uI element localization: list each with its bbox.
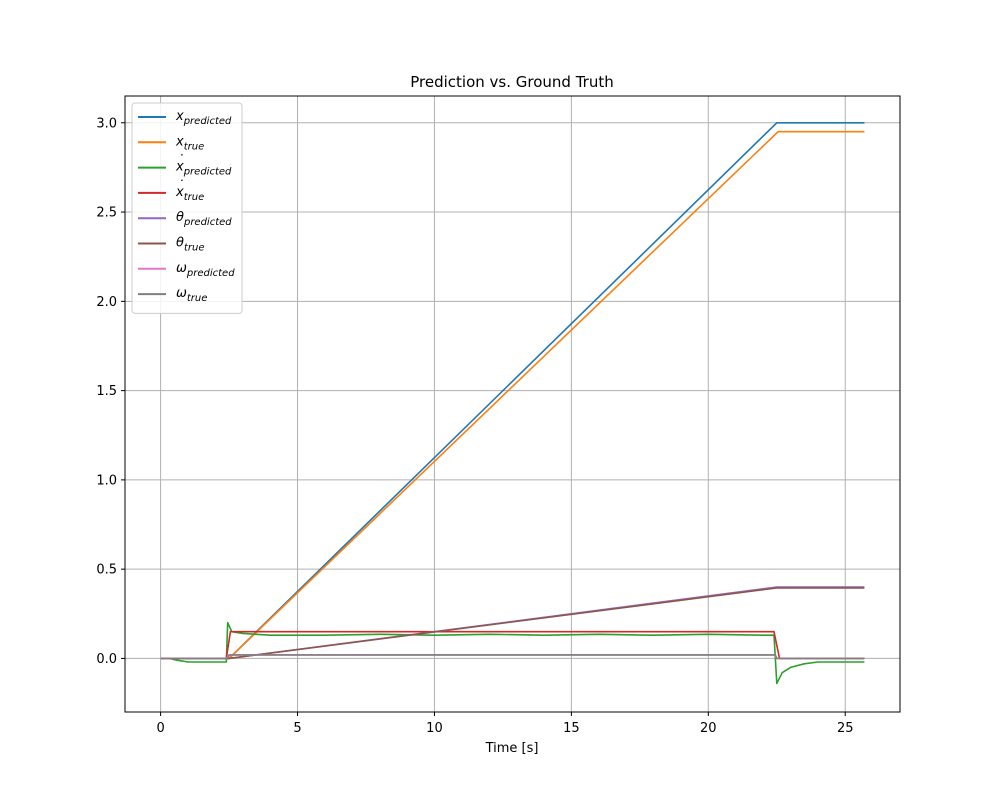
legend-entry-theta_true: θtrue [176, 236, 205, 254]
legend-symbol: x [175, 134, 184, 149]
y-tick-label: 3.0 [96, 116, 117, 131]
legend-entry-x_predicted: xpredicted [175, 109, 232, 127]
x-tick-label: 20 [700, 721, 717, 736]
legend-subscript: true [184, 141, 205, 152]
x-tick-label: 5 [293, 721, 301, 736]
y-tick-label: 2.5 [96, 206, 117, 221]
legend-subscript: true [184, 192, 205, 203]
x-tick-label: 25 [837, 721, 854, 736]
legend-symbol: ω [176, 261, 187, 276]
y-tick-label: 0.5 [96, 563, 117, 578]
legend-symbol: θ [176, 236, 184, 251]
legend-subscript: predicted [183, 217, 232, 228]
plot-frame [124, 95, 901, 713]
series-line-xdot_predicted [160, 621, 865, 685]
legend-symbol: θ [176, 210, 184, 225]
legend-symbol: x [175, 109, 184, 124]
series-line-omega_true [160, 654, 865, 660]
chart-title: Prediction vs. Ground Truth [410, 73, 613, 91]
y-tick-label: 2.0 [96, 295, 117, 310]
legend-subscript: predicted [183, 167, 232, 178]
legend-symbol: x [175, 185, 184, 200]
grid-lines [125, 96, 900, 712]
y-tick-label: 1.0 [96, 473, 117, 488]
y-tick-label: 1.5 [96, 384, 117, 399]
legend-entry-omega_predicted: ωpredicted [176, 261, 235, 279]
legend-symbol: x [175, 160, 184, 175]
legend-subscript: predicted [183, 116, 232, 127]
legend-entry-x_true: xtrue [175, 134, 204, 152]
y-tick-label: 0.0 [96, 652, 117, 667]
legend-subscript: true [184, 243, 205, 254]
series-lines [160, 122, 865, 685]
x-tick-label: 10 [426, 721, 443, 736]
legend-symbol: ω [176, 286, 187, 301]
legend-box [131, 102, 243, 314]
y-axis-ticks: 0.0 0.5 1.0 1.5 2.0 2.5 3.0 [96, 116, 125, 667]
legend-entry-xdot_predicted: xpredicted [175, 160, 232, 178]
legend-entry-omega_true: ωtrue [176, 286, 207, 304]
legend-dot-accent: ˙ [178, 154, 185, 169]
legend-entry-xdot_true: xtrue [175, 185, 204, 203]
legend-dot-accent: ˙ [178, 179, 185, 194]
legend-subscript: true [187, 293, 208, 304]
legend-entry-theta_predicted: θpredicted [176, 210, 232, 228]
x-tick-label: 15 [563, 721, 580, 736]
x-axis-label: Time [s] [485, 741, 539, 756]
x-tick-label: 0 [156, 721, 164, 736]
legend-subscript: predicted [186, 268, 235, 279]
x-axis-ticks: 0 5 10 15 20 25 [156, 712, 854, 736]
